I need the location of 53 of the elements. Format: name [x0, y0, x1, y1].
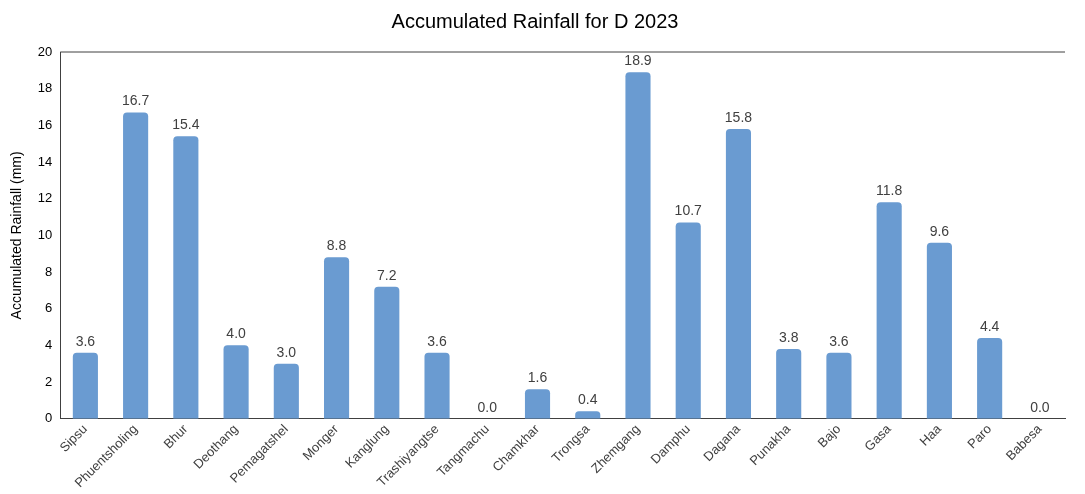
bar: [926, 242, 952, 419]
bar: [776, 349, 802, 419]
bar: [524, 389, 551, 419]
data-label: 15.4: [172, 116, 200, 133]
data-label: 16.7: [121, 92, 150, 109]
data-label: 7.2: [377, 266, 397, 283]
bar: [575, 411, 601, 419]
bar: [876, 202, 902, 419]
chart-title: Accumulated Rainfall for D 2023: [391, 9, 679, 32]
data-label: 3.6: [829, 332, 849, 349]
data-label: 3.8: [778, 328, 799, 345]
data-label: 15.8: [724, 108, 753, 125]
data-label: 0.4: [578, 391, 598, 408]
bar: [374, 286, 400, 419]
bar: [675, 222, 701, 419]
data-label: 3.6: [427, 332, 447, 349]
y-axis-title: Accumulated Rainfall (mm): [8, 151, 25, 320]
data-label: 10.7: [674, 202, 703, 219]
y-tick-label: 16: [37, 116, 53, 132]
y-tick-label: 14: [37, 153, 53, 169]
y-tick-label: 18: [37, 80, 53, 96]
bar: [273, 363, 299, 419]
data-label: 0.0: [477, 398, 498, 415]
y-tick-label: 12: [37, 190, 53, 206]
bar: [72, 352, 98, 419]
data-label: 11.8: [876, 182, 903, 199]
y-tick-label: 2: [45, 373, 53, 389]
y-tick-label: 6: [45, 300, 53, 316]
x-tick-label: Haa: [916, 420, 945, 449]
data-label: 4.4: [979, 317, 1000, 334]
y-tick-label: 0: [45, 410, 53, 426]
data-label: 8.8: [326, 237, 347, 254]
bar: [123, 112, 149, 419]
data-label: 18.9: [624, 52, 652, 69]
bar: [725, 129, 752, 419]
y-tick-label: 10: [37, 226, 53, 242]
x-tick-label: Bajo: [814, 421, 844, 451]
data-label: 1.6: [527, 369, 548, 386]
data-label: 3.0: [276, 343, 297, 360]
data-label: 3.6: [75, 332, 96, 349]
data-label: 4.0: [226, 325, 247, 342]
data-label: 0.0: [1030, 398, 1050, 415]
bar: [223, 345, 249, 419]
bar: [625, 72, 651, 419]
bar: [324, 257, 350, 419]
y-tick-label: 8: [45, 263, 53, 279]
y-tick-label: 4: [45, 336, 53, 352]
data-label: 9.6: [929, 222, 950, 239]
bar: [173, 136, 199, 419]
bar: [826, 352, 852, 419]
y-tick-label: 20: [37, 43, 53, 59]
bar: [977, 338, 1003, 419]
bar: [424, 352, 450, 419]
